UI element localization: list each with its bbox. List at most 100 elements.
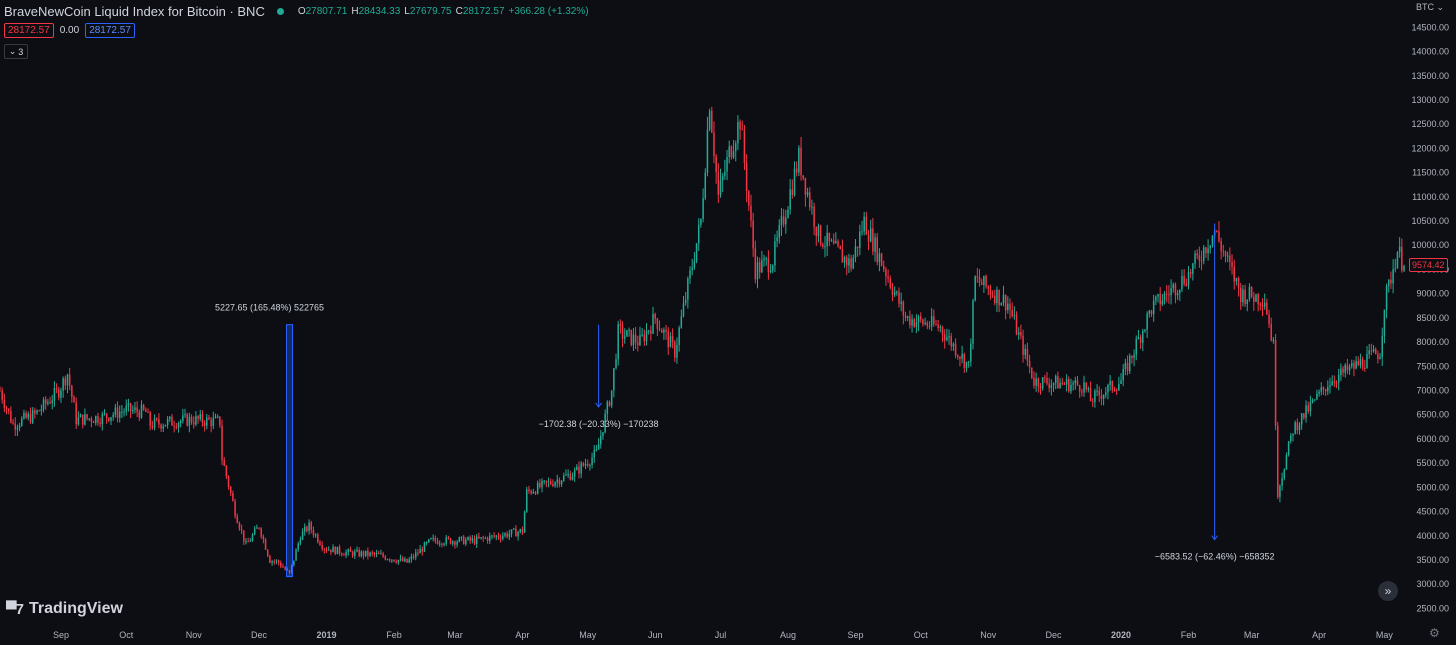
candle-body	[1355, 361, 1357, 369]
candle-body	[872, 228, 874, 252]
candle-body	[706, 129, 709, 173]
candle-body	[595, 449, 598, 451]
candle-body	[1372, 349, 1375, 352]
candle-body	[678, 327, 680, 345]
candle-body	[495, 535, 498, 537]
candle-body	[199, 414, 202, 419]
candle-body	[1281, 478, 1283, 486]
time-axis[interactable]: Sep Oct Nov Dec 2019 Feb Mar Apr May Jun Jul Aug Sep…	[53, 630, 1393, 640]
candle-body	[321, 545, 323, 549]
candle-body	[397, 560, 400, 563]
candle-body	[663, 329, 665, 333]
candle-body	[708, 110, 711, 130]
candle-body	[896, 291, 898, 293]
candle-body	[395, 561, 397, 563]
candle-body	[815, 227, 818, 237]
tradingview-logo[interactable]: ▀7 TradingView	[6, 600, 123, 618]
candle-body	[1294, 422, 1296, 434]
candle-body	[1200, 260, 1203, 262]
candle-body	[310, 522, 313, 530]
candle-body	[179, 420, 182, 424]
candle-body	[1033, 377, 1035, 386]
currency-selector[interactable]: BTC ⌄	[1416, 2, 1444, 13]
measure-label: 5227.65 (165.48%) 522765	[215, 303, 324, 313]
candle-body	[1253, 296, 1255, 302]
candle-body	[1105, 392, 1107, 396]
candle-body	[697, 224, 700, 244]
candle-body	[358, 549, 360, 557]
candle-body	[950, 336, 952, 347]
change-value: +366.28 (+1.32%)	[508, 5, 589, 17]
candle-body	[382, 553, 384, 557]
candle-body	[887, 276, 889, 279]
candle-body	[88, 418, 91, 420]
scroll-to-realtime-button[interactable]: »	[1378, 581, 1398, 601]
candle-body	[432, 537, 434, 539]
candle-body	[1022, 335, 1024, 355]
candle-body	[351, 551, 354, 557]
logo-text: TradingView	[28, 600, 123, 617]
indicators-count: 3	[18, 46, 24, 57]
x-tick-label: Dec	[251, 630, 268, 640]
candle-body	[606, 401, 609, 414]
candle-body	[730, 146, 733, 158]
candle-body	[460, 536, 463, 538]
price-axis[interactable]: 2500.00 3000.00 3500.00 4000.00 4500.00 5000.…	[1411, 22, 1449, 613]
candle-body	[319, 541, 321, 546]
candle-body	[1361, 359, 1364, 368]
candle-body	[125, 405, 128, 412]
candle-body	[1255, 294, 1257, 302]
candle-body	[863, 216, 865, 232]
candle-body	[782, 216, 785, 225]
candle-body	[377, 553, 380, 555]
candle-body	[129, 403, 132, 412]
candle-body	[1290, 435, 1292, 442]
candle-body	[1390, 279, 1392, 284]
bid-button[interactable]: 28172.57	[4, 23, 54, 38]
y-tick-label: 10500.00	[1411, 216, 1449, 226]
candle-body	[369, 552, 371, 556]
candle-body	[889, 278, 892, 288]
candle-body	[354, 551, 356, 557]
candle-body	[412, 556, 415, 558]
candle-body	[1115, 390, 1118, 392]
candle-body	[963, 353, 966, 369]
candle-body	[741, 129, 744, 131]
ask-button[interactable]: 28172.57	[85, 23, 135, 38]
candle-body	[604, 413, 606, 433]
indicators-toggle-button[interactable]: ⌄ 3	[4, 44, 28, 59]
x-tick-label: May	[579, 630, 597, 640]
candle-body	[55, 388, 58, 390]
candle-body	[547, 481, 550, 483]
candle-body	[73, 397, 75, 403]
candle-body	[1124, 362, 1127, 370]
candle-body	[543, 480, 545, 482]
candle-body	[824, 246, 826, 248]
candle-body	[471, 538, 474, 541]
candle-body	[208, 417, 210, 420]
candle-body	[214, 416, 217, 418]
double-chevron-right-icon: »	[1384, 584, 1392, 598]
candle-body	[976, 276, 979, 278]
candle-body	[974, 276, 976, 301]
candle-body	[1176, 293, 1179, 296]
candle-body	[308, 522, 310, 531]
candle-body	[345, 552, 347, 556]
y-tick-label: 8500.00	[1416, 313, 1449, 323]
candle-body	[153, 418, 156, 428]
candle-body	[1174, 284, 1177, 296]
gear-icon[interactable]: ⚙	[1429, 626, 1440, 640]
candle-body	[1207, 248, 1209, 254]
candle-body	[484, 537, 487, 539]
x-tick-label: Mar	[1244, 630, 1260, 640]
symbol-title[interactable]: BraveNewCoin Liquid Index for Bitcoin · …	[4, 3, 265, 19]
candle-body	[1220, 241, 1222, 251]
candle-body	[528, 489, 530, 491]
candle-body	[1340, 368, 1342, 375]
candle-body	[336, 546, 339, 555]
candle-body	[835, 241, 837, 244]
candle-body	[748, 191, 750, 206]
candle-body	[869, 228, 872, 242]
candle-body	[880, 253, 883, 266]
